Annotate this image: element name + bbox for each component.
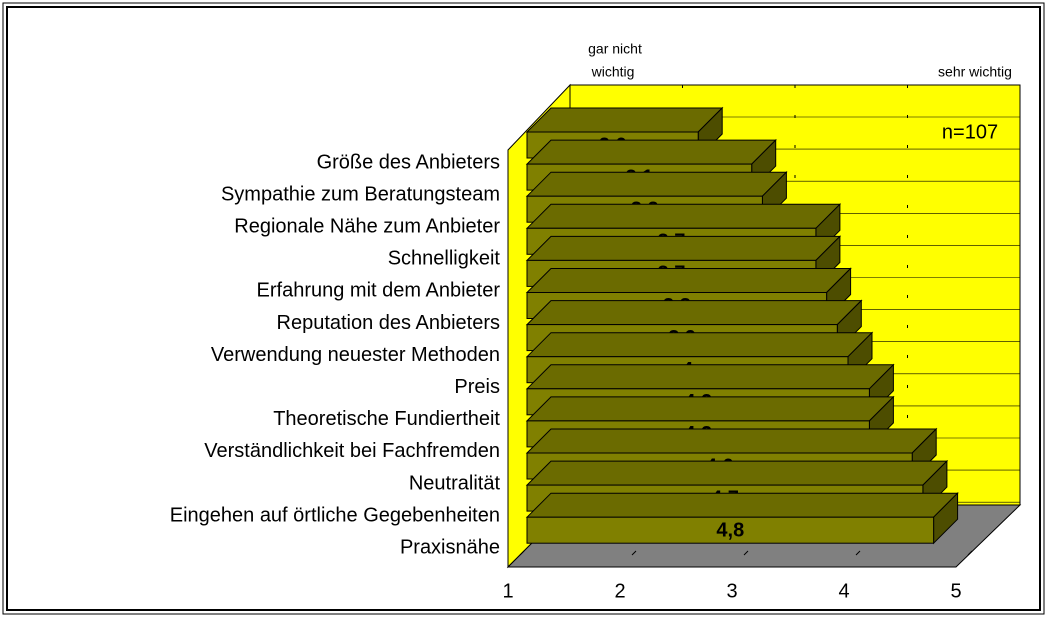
bar-top bbox=[525, 171, 788, 197]
category-label: Praxisnähe bbox=[400, 536, 500, 558]
bar-top bbox=[525, 107, 724, 133]
bar-top bbox=[525, 460, 949, 486]
category-label: Theoretische Fundiertheit bbox=[273, 408, 500, 430]
category-label: Sympathie zum Beratungsteam bbox=[221, 183, 500, 205]
bar-top bbox=[525, 203, 842, 229]
floor-tick bbox=[967, 550, 973, 556]
frame-inner bbox=[6, 6, 1041, 611]
floor-tick bbox=[855, 550, 861, 556]
x-tick-label: 5 bbox=[950, 580, 961, 602]
bar-top bbox=[525, 332, 874, 358]
bar-top bbox=[525, 235, 842, 261]
x-tick-label: 3 bbox=[726, 580, 737, 602]
category-label: Schnelligkeit bbox=[388, 248, 501, 270]
bar bbox=[526, 516, 935, 544]
bar-top bbox=[525, 428, 938, 454]
category-label: Verständlichkeit bei Fachfremden bbox=[204, 440, 500, 462]
category-label: Reputation des Anbieters bbox=[277, 312, 501, 334]
low-label: wichtig bbox=[591, 64, 635, 80]
x-tick-label: 1 bbox=[502, 580, 513, 602]
floor-tick bbox=[631, 550, 637, 556]
category-label: Preis bbox=[454, 376, 500, 398]
category-label: Erfahrung mit dem Anbieter bbox=[257, 280, 501, 302]
category-label: Eingehen auf örtliche Gegebenheiten bbox=[170, 504, 500, 526]
floor-tick bbox=[519, 550, 525, 556]
category-label: Regionale Nähe zum Anbieter bbox=[234, 215, 500, 237]
x-tick-label: 2 bbox=[614, 580, 625, 602]
x-tick-label: 4 bbox=[838, 580, 849, 602]
bar-top bbox=[525, 492, 959, 518]
category-label: Neutralität bbox=[409, 472, 501, 494]
value-label: 4,8 bbox=[716, 519, 744, 541]
bar-top bbox=[525, 396, 895, 422]
bar-top bbox=[525, 139, 777, 165]
bar-top bbox=[525, 364, 895, 390]
category-label: Verwendung neuester Methoden bbox=[211, 344, 500, 366]
high-label: sehr wichtig bbox=[938, 64, 1012, 80]
bar-top bbox=[525, 300, 863, 326]
bar-top bbox=[525, 268, 852, 293]
low-label: gar nicht bbox=[588, 41, 642, 57]
category-label: Größe des Anbieters bbox=[317, 151, 500, 173]
note: n=107 bbox=[942, 121, 998, 143]
floor-tick bbox=[743, 550, 749, 556]
